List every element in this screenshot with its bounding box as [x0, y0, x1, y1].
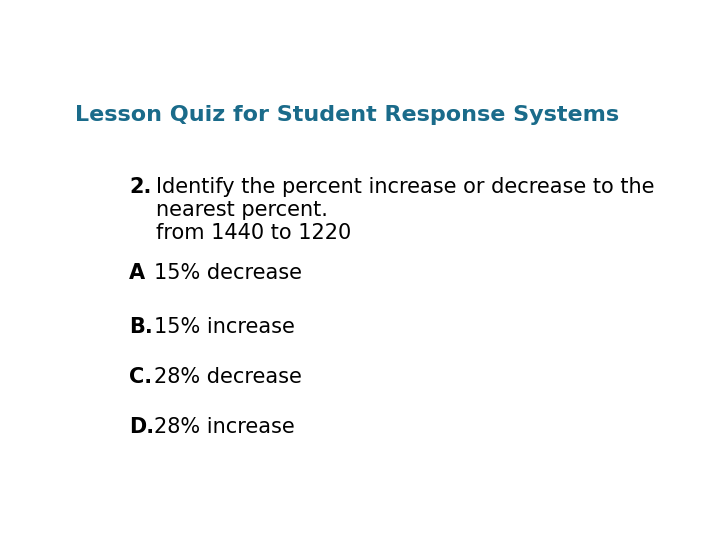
Text: A: A: [129, 262, 145, 283]
Text: C.: C.: [129, 367, 152, 387]
Text: D.: D.: [129, 416, 154, 436]
Text: 28% increase: 28% increase: [154, 416, 295, 436]
Text: Identify the percent increase or decrease to the
nearest percent.
from 1440 to 1: Identify the percent increase or decreas…: [156, 177, 654, 244]
Text: 2.: 2.: [129, 177, 151, 197]
Text: 15% increase: 15% increase: [154, 317, 295, 337]
Text: B.: B.: [129, 317, 153, 337]
Text: Lesson Quiz for Student Response Systems: Lesson Quiz for Student Response Systems: [75, 105, 618, 125]
Text: 15% decrease: 15% decrease: [154, 262, 302, 283]
Text: 28% decrease: 28% decrease: [154, 367, 302, 387]
